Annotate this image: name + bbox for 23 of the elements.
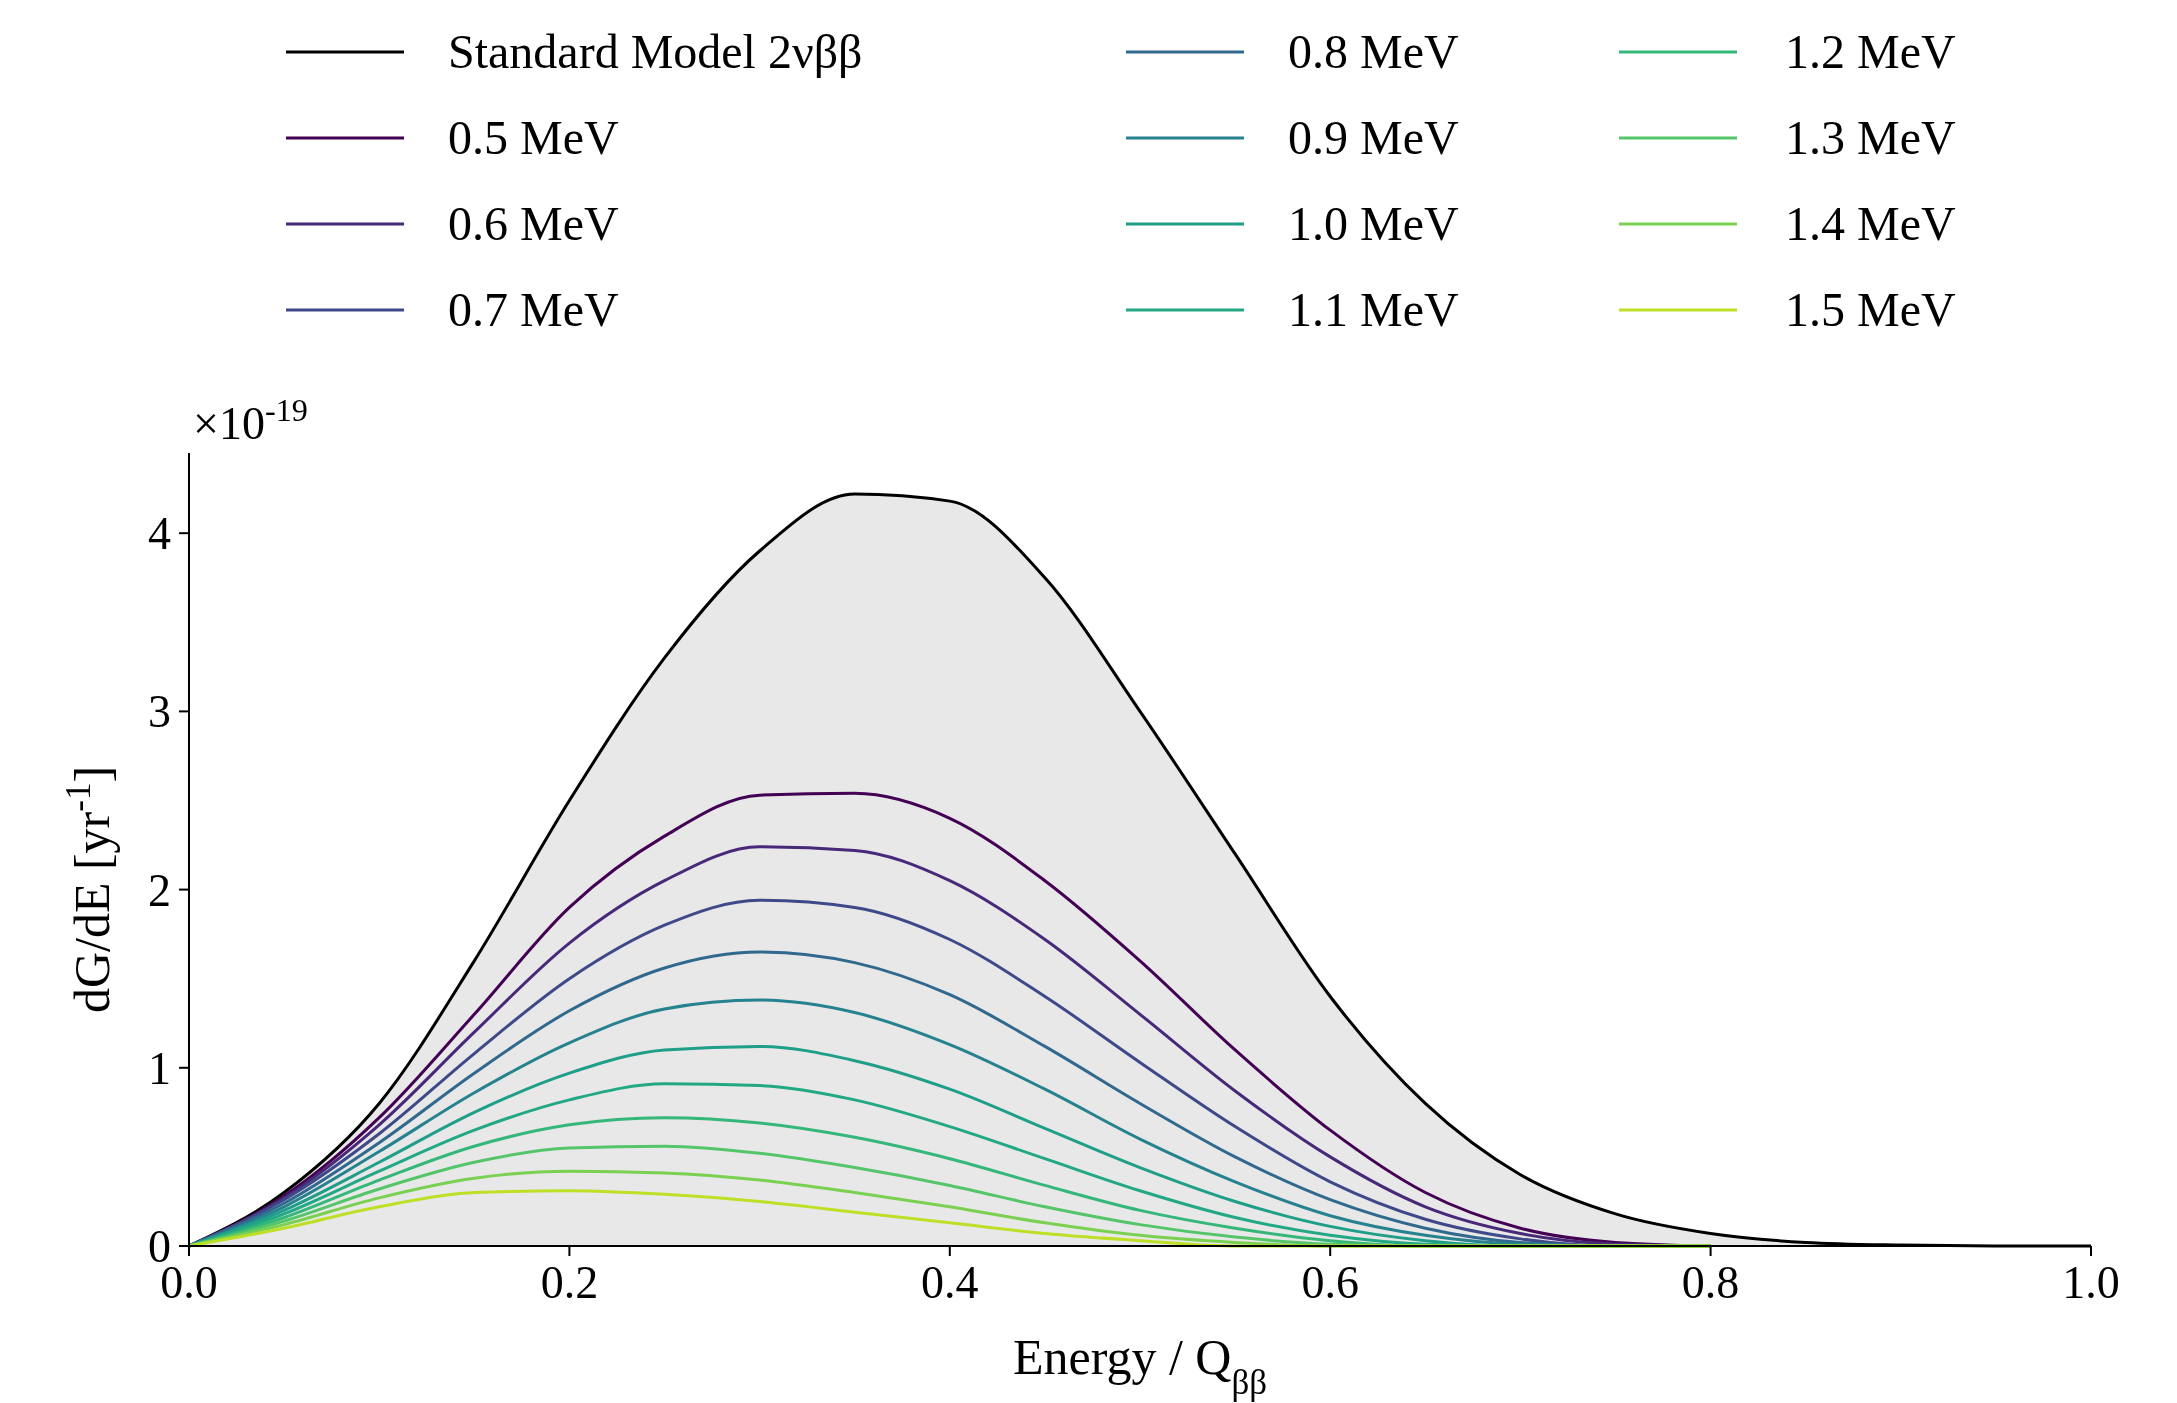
legend-label: 1.3 MeV — [1785, 111, 1956, 164]
legend-label: 1.4 MeV — [1785, 197, 1956, 250]
y-tick-label: 4 — [148, 508, 171, 560]
x-tick-label: 0.8 — [1681, 1257, 1740, 1308]
y-tick-label: 2 — [148, 864, 171, 916]
x-tick-label: 0.4 — [921, 1257, 979, 1308]
legend-label: 0.7 MeV — [448, 283, 619, 336]
y-tick-label: 3 — [148, 686, 171, 738]
legend-label: 1.1 MeV — [1288, 283, 1459, 336]
legend-label: 0.8 MeV — [1288, 25, 1459, 78]
legend-label: 0.9 MeV — [1288, 111, 1459, 164]
legend-label: Standard Model 2νββ — [448, 25, 863, 78]
x-tick-label: 0.2 — [540, 1257, 599, 1308]
y-tick-label: 1 — [148, 1042, 171, 1094]
text: ×10$^{-19}$ — [193, 392, 308, 449]
x-axis-title: Energy / Q$_{ββ}$ — [1012, 1329, 1268, 1402]
x-tick-label: 0.6 — [1301, 1257, 1359, 1308]
x-tick-label: 1.0 — [2062, 1257, 2120, 1308]
legend-label: 0.5 MeV — [448, 111, 619, 164]
legend-label: 0.6 MeV — [448, 197, 619, 250]
legend-label: 1.2 MeV — [1785, 25, 1956, 78]
legend-label: 1.0 MeV — [1288, 197, 1459, 250]
legend-label: 1.5 MeV — [1785, 283, 1956, 336]
